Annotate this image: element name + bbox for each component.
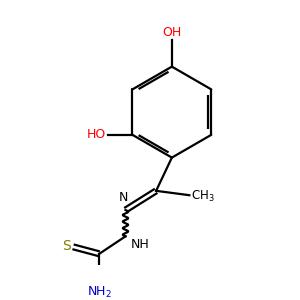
Text: NH: NH (131, 238, 149, 251)
Text: S: S (62, 239, 70, 253)
Text: NH$_2$: NH$_2$ (87, 284, 112, 299)
Text: HO: HO (87, 128, 106, 141)
Text: N: N (119, 191, 128, 204)
Text: OH: OH (162, 26, 182, 39)
Text: CH$_3$: CH$_3$ (191, 188, 215, 204)
